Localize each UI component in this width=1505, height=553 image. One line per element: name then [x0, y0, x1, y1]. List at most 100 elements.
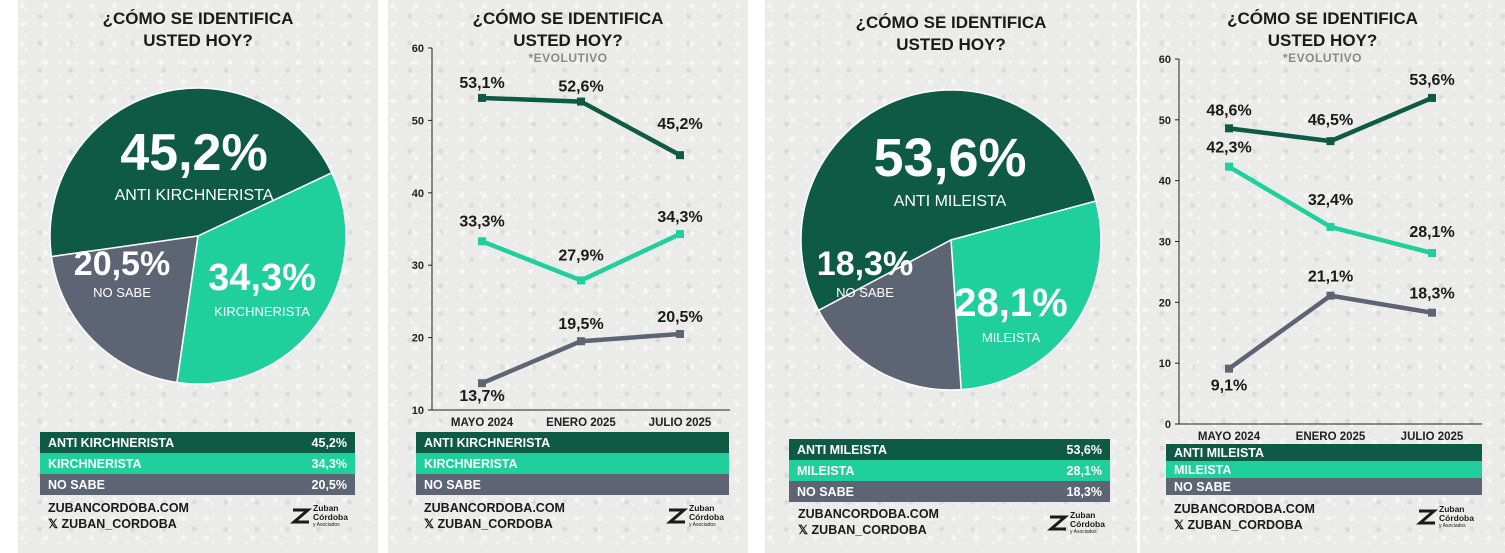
data-point [1225, 124, 1233, 133]
data-label: 9,1% [1211, 378, 1247, 395]
data-point [1225, 162, 1233, 171]
data-point [577, 337, 585, 346]
y-tick-label: 60 [1159, 54, 1171, 66]
data-label: 20,5% [657, 309, 702, 326]
slice-name-label: NO SABE [93, 285, 151, 300]
line-chart: 10 20 30 40 50 60 MAYO 2024 ENERO 2025 JULIO 202… [412, 43, 730, 429]
data-point [676, 230, 684, 239]
panel-title: ¿CÓMO SE IDENTIFICA USTED HOY? [765, 12, 1137, 56]
footer: ZUBANCORDOBA.COM 𝕏 ZUBAN_CORDOBA [424, 500, 565, 532]
data-label: 45,2% [657, 116, 702, 133]
title-line-1: ¿CÓMO SE IDENTIFICA [472, 9, 664, 28]
row-label: ANTI MILEISTA [1174, 445, 1265, 460]
y-tick-label: 40 [1159, 176, 1171, 188]
logo-line-3: y Asociados [313, 522, 340, 528]
slice-name-label: KIRCHNERISTA [214, 304, 310, 319]
x-tick-label: MAYO 2024 [1198, 431, 1261, 443]
logo-icon [1046, 515, 1070, 531]
pie-chart: 45,2% ANTI KIRCHNERISTA 34,3% KIRCHNERISTA 2… [49, 87, 347, 385]
data-label: 28,1% [1409, 224, 1454, 241]
legend-table: ANTI MILEISTA 53,6% MILEISTA 28,1% NO SABE… [789, 439, 1110, 502]
legend-table: ANTI KIRCHNERISTA 45,2% KIRCHNERISTA 34,3%… [40, 432, 355, 495]
row-label: ANTI KIRCHNERISTA [424, 435, 551, 450]
footer: ZUBANCORDOBA.COM 𝕏 ZUBAN_CORDOBA [48, 500, 189, 532]
logo-line-3: y Asociados [1070, 529, 1097, 535]
line-chart: 0 10 20 30 40 50 60 MAYO 2024 ENERO 2025 JULIO 20… [1159, 54, 1482, 443]
data-label: 34,3% [657, 209, 702, 226]
title-line-1: ¿CÓMO SE IDENTIFICA [855, 13, 1047, 32]
table-row: ANTI MILEISTA 53,6% [789, 439, 1110, 460]
row-label: NO SABE [48, 477, 105, 492]
data-label: 19,5% [558, 316, 603, 333]
x-tick-label: ENERO 2025 [546, 417, 616, 429]
website-link[interactable]: ZUBANCORDOBA.COM [798, 507, 939, 521]
data-point [1225, 364, 1233, 373]
data-point [478, 237, 486, 246]
data-point [1428, 249, 1436, 258]
row-label: ANTI KIRCHNERISTA [48, 435, 175, 450]
title-line-1: ¿CÓMO SE IDENTIFICA [1227, 9, 1418, 28]
pie-slice [950, 200, 1102, 391]
y-tick-label: 60 [412, 43, 424, 55]
x-handle[interactable]: 𝕏 ZUBAN_CORDOBA [798, 523, 927, 537]
table-row: NO SABE 20,5% [40, 474, 355, 495]
table-row: KIRCHNERISTA [416, 453, 729, 474]
y-tick-label: 30 [1159, 237, 1171, 249]
data-point [577, 97, 585, 106]
logo-icon [289, 508, 313, 524]
table-row: NO SABE [416, 474, 729, 495]
data-point [1326, 222, 1335, 231]
data-label: 42,3% [1206, 140, 1251, 157]
y-tick-label: 20 [1159, 297, 1171, 309]
data-point [676, 329, 684, 338]
data-label: 21,1% [1308, 269, 1353, 286]
logo-line-3: y Asociados [1439, 523, 1466, 529]
y-tick-label: 50 [412, 115, 424, 127]
slice-value-label: 28,1% [954, 281, 1067, 325]
row-value: 20,5% [311, 477, 347, 492]
logo-icon [1415, 509, 1439, 525]
row-label: KIRCHNERISTA [424, 456, 518, 471]
y-tick-label: 10 [1159, 358, 1171, 370]
pie-chart: 53,6% ANTI MILEISTA 28,1% MILEISTA 18,3% NO S… [800, 89, 1102, 391]
table-row: ANTI KIRCHNERISTA [416, 432, 729, 453]
y-tick-label: 0 [1165, 419, 1171, 431]
brand-logo: Zuban Córdoba y Asociados [289, 504, 348, 528]
data-point [1326, 137, 1335, 146]
x-handle[interactable]: 𝕏 ZUBAN_CORDOBA [48, 517, 177, 531]
data-label: 46,5% [1308, 112, 1353, 129]
x-handle[interactable]: 𝕏 ZUBAN_CORDOBA [424, 517, 553, 531]
row-label: MILEISTA [797, 463, 855, 478]
data-point [478, 93, 486, 102]
pie-slice [817, 238, 962, 391]
table-row: NO SABE [1166, 478, 1482, 495]
panel-pie-kirchnerismo: ¿CÓMO SE IDENTIFICA USTED HOY? 45,2% ANTI… [18, 0, 378, 553]
logo-line-1: Zuban [1439, 504, 1465, 514]
data-label: 33,3% [459, 213, 504, 230]
row-label: NO SABE [424, 477, 481, 492]
title-line-2: USTED HOY? [513, 31, 623, 50]
row-label: KIRCHNERISTA [48, 456, 142, 471]
data-point [1428, 308, 1436, 317]
slice-name-label: ANTI KIRCHNERISTA [115, 187, 274, 204]
pie-slice [50, 235, 199, 384]
table-row: NO SABE 18,3% [789, 481, 1110, 502]
panel-subtitle: *EVOLUTIVO [528, 51, 608, 65]
row-label: NO SABE [1174, 479, 1231, 494]
website-link[interactable]: ZUBANCORDOBA.COM [1174, 502, 1315, 516]
brand-logo: Zuban Córdoba y Asociados [1415, 504, 1474, 529]
title-line-2: USTED HOY? [896, 35, 1006, 54]
website-link[interactable]: ZUBANCORDOBA.COM [48, 501, 189, 515]
logo-line-3: y Asociados [689, 522, 716, 528]
logo-line-1: Zuban [1070, 510, 1096, 520]
legend-table: ANTI KIRCHNERISTA KIRCHNERISTA NO SABE [416, 432, 729, 495]
data-label: 53,6% [1409, 72, 1454, 89]
panel-line-kirchnerismo: ¿CÓMO SE IDENTIFICA USTED HOY? *EVOLUTIV… [388, 0, 748, 553]
slice-value-label: 20,5% [74, 245, 170, 283]
title-line-2: USTED HOY? [143, 31, 253, 50]
data-point [1428, 93, 1436, 102]
website-link[interactable]: ZUBANCORDOBA.COM [424, 501, 565, 515]
y-tick-label: 30 [412, 260, 424, 272]
x-handle[interactable]: 𝕏 ZUBAN_CORDOBA [1174, 518, 1303, 532]
series-line [481, 95, 682, 158]
